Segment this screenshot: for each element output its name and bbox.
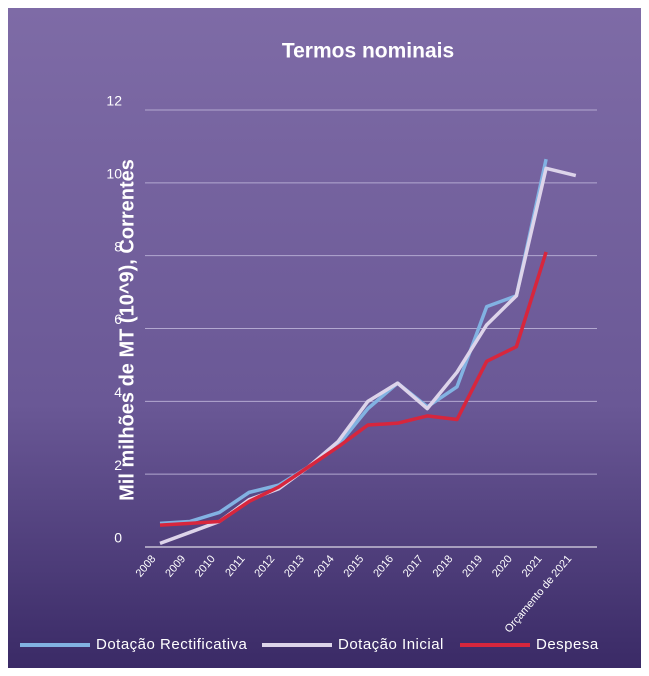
legend-label: Dotação Rectificativa [96, 636, 248, 653]
background [8, 8, 641, 668]
y-tick-label: 4 [114, 384, 122, 400]
legend-label: Despesa [536, 636, 599, 653]
legend-label: Dotação Inicial [338, 636, 444, 653]
y-tick-label: 2 [114, 457, 122, 473]
data-line [159, 251, 548, 527]
data-line [159, 158, 548, 526]
y-tick-label: 8 [114, 238, 122, 254]
y-tick-label: 12 [106, 93, 122, 109]
y-tick-label: 6 [114, 311, 122, 327]
chart-title: Termos nominais [282, 40, 454, 63]
y-axis-label: Mil milhões de MT (10^9), Correntes [116, 159, 138, 501]
y-tick-label: 0 [114, 530, 122, 546]
y-tick-label: 10 [106, 166, 122, 182]
